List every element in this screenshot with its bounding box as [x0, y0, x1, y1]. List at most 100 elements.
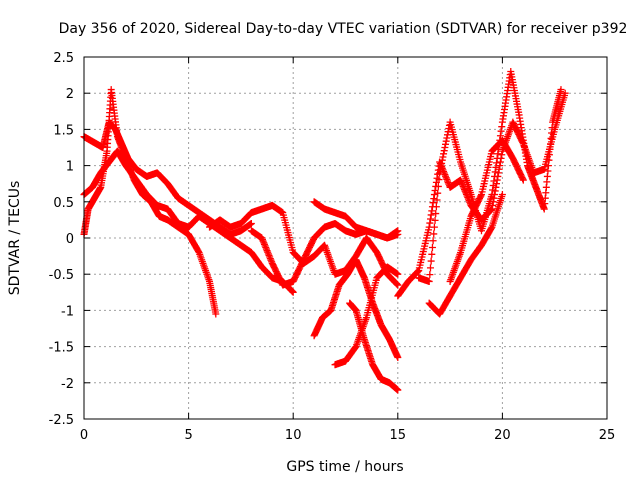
data-point: [494, 169, 502, 177]
data-point: [264, 250, 272, 258]
data-point: [394, 270, 402, 278]
data-point: [432, 210, 440, 218]
data-point: [425, 277, 433, 285]
data-point: [262, 245, 270, 253]
data-point: [259, 237, 267, 245]
sat-track-13: [446, 136, 527, 285]
data-point: [491, 172, 499, 180]
data-point: [496, 158, 504, 166]
chart-title: Day 356 of 2020, Sidereal Day-to-day VTE…: [59, 21, 628, 37]
grid-layer: [84, 57, 607, 419]
x-tick-label: 15: [390, 428, 407, 443]
y-tick-label: 1: [66, 160, 74, 175]
data-point: [477, 192, 485, 200]
data-point: [264, 248, 272, 256]
data-point: [493, 176, 501, 184]
data-point: [498, 191, 506, 199]
y-tick-label: 1.5: [53, 123, 74, 138]
sat-track-2: [80, 86, 220, 318]
data-point: [488, 205, 496, 213]
data-point: [429, 237, 437, 245]
data-point: [498, 151, 506, 159]
data-point: [439, 153, 447, 161]
data-point: [442, 172, 450, 180]
x-tick-label: 10: [285, 428, 302, 443]
data-point: [442, 174, 450, 182]
y-tick-label: 2: [66, 87, 74, 102]
sat-track-7: [310, 256, 402, 361]
sat-track-6: [310, 198, 402, 242]
data-point: [426, 215, 434, 223]
data-point: [489, 186, 497, 194]
sat-track-12: [425, 191, 506, 318]
data-point: [428, 207, 436, 215]
data-point: [435, 176, 443, 184]
data-point: [394, 386, 402, 394]
sat-track-11: [415, 67, 565, 285]
data-point: [394, 227, 402, 235]
data-point: [394, 281, 402, 289]
data-point: [519, 175, 527, 183]
data-point: [430, 223, 438, 231]
data-point: [428, 244, 436, 252]
data-point: [487, 224, 495, 232]
data-point: [461, 187, 469, 195]
data-point: [436, 166, 444, 174]
sat-track-9: [346, 299, 402, 394]
data-point: [557, 86, 565, 94]
data-point: [519, 176, 527, 184]
data-point: [258, 236, 266, 244]
x-tick-label: 25: [599, 428, 616, 443]
data-point: [443, 175, 451, 183]
sat-track-5: [247, 220, 402, 289]
data-point: [413, 268, 421, 276]
data-point: [498, 123, 506, 131]
data-point: [429, 199, 437, 207]
y-tick-label: 0: [66, 232, 74, 247]
data-point: [487, 206, 495, 214]
data-point: [260, 240, 268, 248]
data-point: [433, 196, 441, 204]
x-tick-label: 0: [80, 428, 88, 443]
data-point: [426, 264, 434, 272]
data-point: [427, 211, 435, 219]
data-point: [426, 271, 434, 279]
data-point: [212, 310, 220, 318]
data-point: [262, 244, 270, 252]
data-point: [438, 156, 446, 164]
data-point: [247, 220, 255, 228]
data-point: [491, 168, 499, 176]
data-point: [428, 250, 436, 258]
data-point: [266, 253, 274, 261]
y-tick-label: -0.5: [49, 268, 74, 283]
data-point: [442, 137, 450, 145]
data-point: [434, 182, 442, 190]
data-point: [440, 147, 448, 155]
data-point: [430, 230, 438, 238]
data-point: [493, 159, 501, 167]
data-point: [288, 287, 296, 295]
data-point: [392, 280, 400, 288]
y-tick-label: -1.5: [49, 341, 74, 356]
data-point: [430, 191, 438, 199]
y-tick-label: -2: [61, 377, 74, 392]
data-point: [427, 257, 435, 265]
x-tick-label: 5: [184, 428, 192, 443]
y-tick-label: -2.5: [49, 413, 74, 428]
data-point: [441, 171, 449, 179]
x-axis-title: GPS time / hours: [286, 459, 403, 475]
data-point: [436, 169, 444, 177]
data-point: [457, 176, 465, 184]
sat-track-4: [206, 201, 402, 289]
data-point: [443, 177, 451, 185]
data-point: [437, 163, 445, 171]
x-tick-label: 20: [494, 428, 511, 443]
data-point: [458, 179, 466, 187]
y-tick-label: 2.5: [53, 51, 74, 66]
data-point: [490, 177, 498, 185]
data-point: [492, 163, 500, 171]
y-tick-label: -1: [61, 304, 74, 319]
data-point: [443, 134, 451, 142]
data-point: [265, 251, 273, 259]
